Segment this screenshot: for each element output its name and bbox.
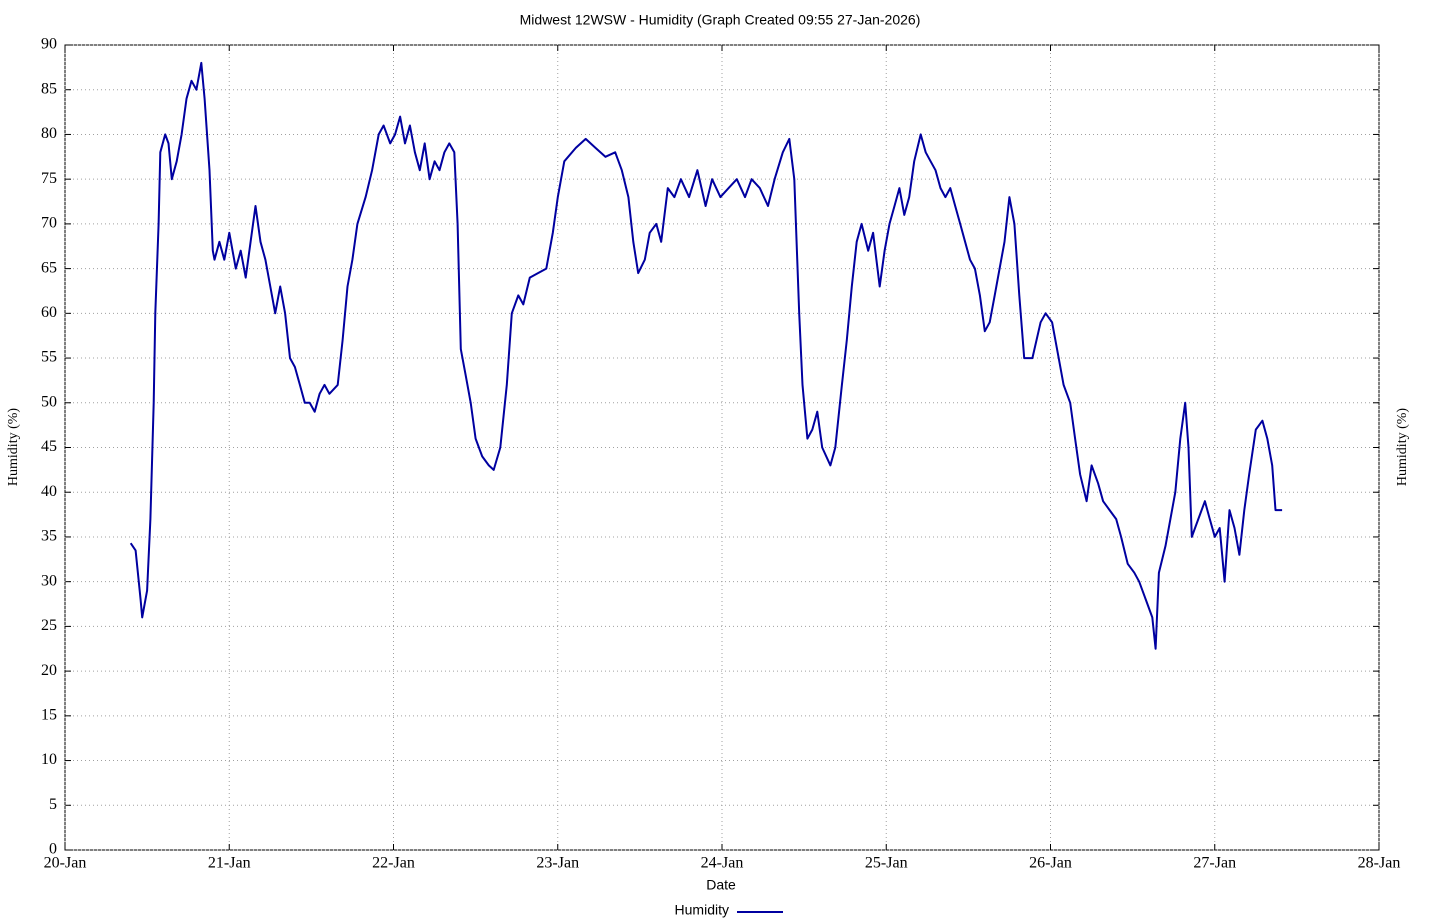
y-tick-label: 45 <box>41 438 57 455</box>
x-tick-label: 27-Jan <box>1193 855 1236 872</box>
y-tick-label: 20 <box>41 662 57 679</box>
y-tick-label: 80 <box>41 125 57 142</box>
y-tick-label: 10 <box>41 751 57 768</box>
y-tick-label: 35 <box>41 528 57 545</box>
y-tick-label: 25 <box>41 617 57 634</box>
legend-label: Humidity <box>675 902 729 918</box>
y2-axis-label: Humidity (%) <box>1395 408 1410 486</box>
y-tick-label: 55 <box>41 349 57 366</box>
x-tick-label: 21-Jan <box>208 855 251 872</box>
x-tick-label: 26-Jan <box>1029 855 1072 872</box>
y-tick-label: 40 <box>41 483 57 500</box>
y-tick-label: 30 <box>41 572 57 589</box>
chart-title: Midwest 12WSW - Humidity (Graph Created … <box>520 12 921 28</box>
x-tick-label: 20-Jan <box>44 855 87 872</box>
x-tick-label: 25-Jan <box>865 855 908 872</box>
y-tick-label: 90 <box>41 36 57 53</box>
y-tick-label: 15 <box>41 707 57 724</box>
x-tick-label: 28-Jan <box>1358 855 1401 872</box>
y-tick-label: 70 <box>41 215 57 232</box>
x-axis-label: Date <box>706 877 736 893</box>
y-tick-label: 50 <box>41 393 57 410</box>
data-line <box>129 61 1283 650</box>
y-tick-label: 85 <box>41 80 57 97</box>
y-tick-label: 0 <box>49 841 57 858</box>
y-tick-label: 5 <box>49 796 57 813</box>
y-axis-label: Humidity (%) <box>6 408 21 486</box>
x-tick-label: 24-Jan <box>701 855 744 872</box>
y-tick-label: 75 <box>41 170 57 187</box>
y-tick-label: 65 <box>41 259 57 276</box>
x-tick-label: 23-Jan <box>536 855 579 872</box>
y-tick-label: 60 <box>41 304 57 321</box>
x-tick-label: 22-Jan <box>372 855 415 872</box>
